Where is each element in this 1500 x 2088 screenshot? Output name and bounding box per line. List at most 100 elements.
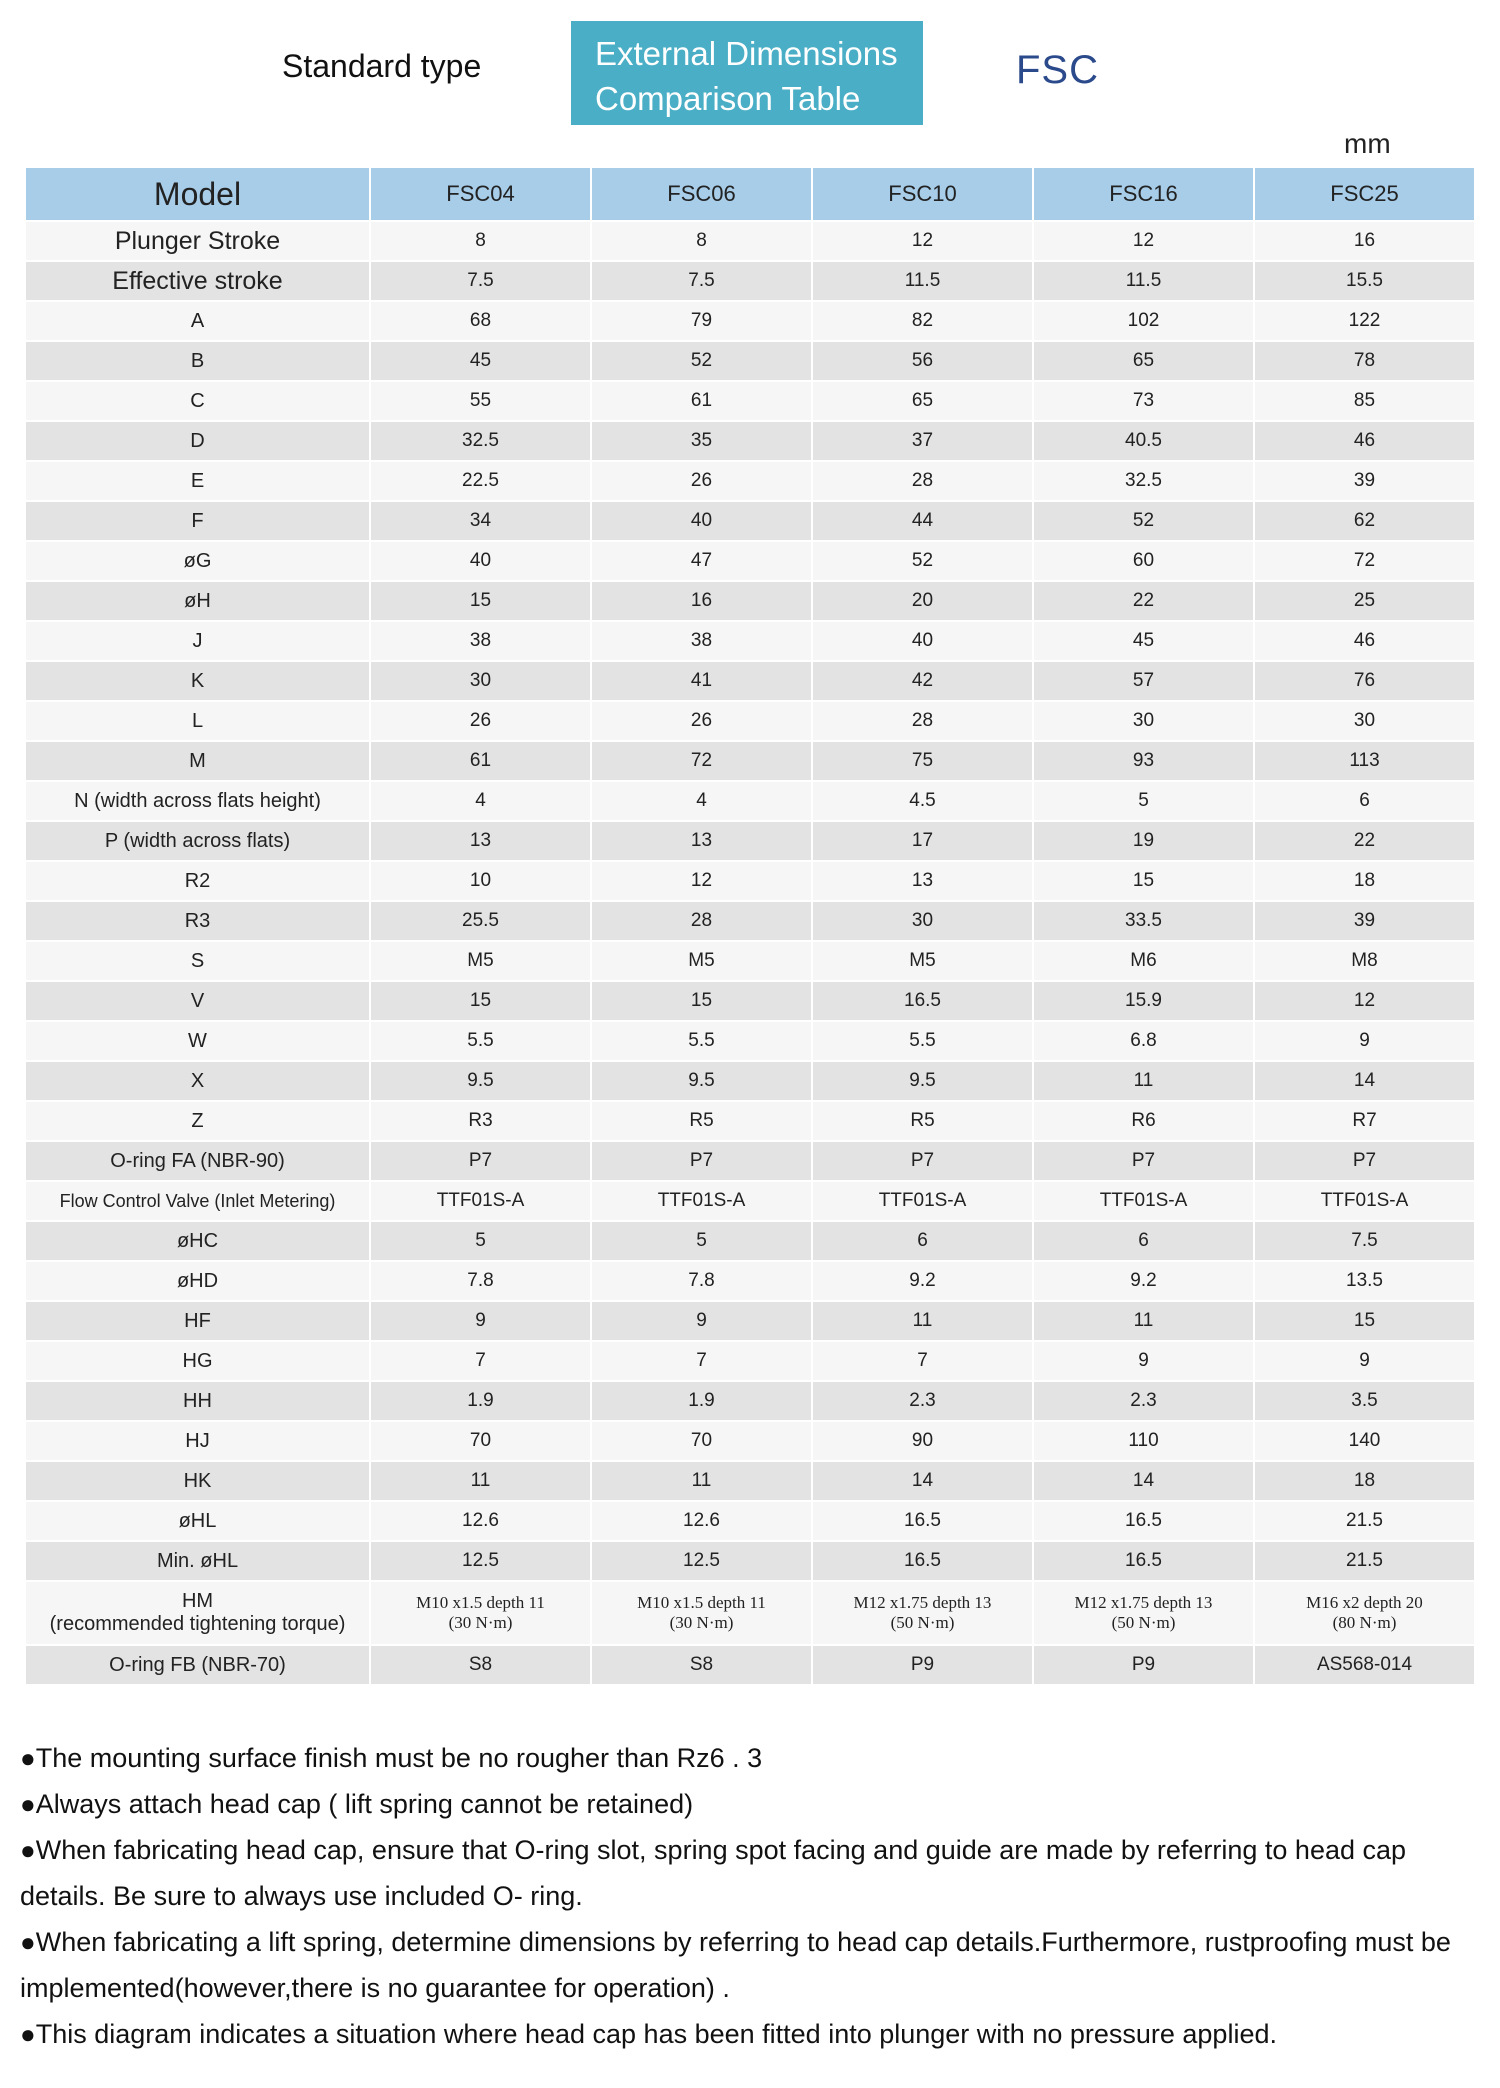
table-cell: 5.5 xyxy=(370,1020,592,1061)
note-text: The mounting surface finish must be no r… xyxy=(35,1743,763,1773)
table-cell: 9 xyxy=(1033,1340,1255,1381)
table-cell: 21.5 xyxy=(1254,1500,1476,1541)
table-cell: 8 xyxy=(370,220,592,261)
table-cell: 14 xyxy=(1033,1460,1255,1501)
table-cell: 7 xyxy=(370,1340,592,1381)
table-cell: 7.5 xyxy=(370,260,592,301)
table-row: øG 40 47 52 60 72 xyxy=(26,540,1476,581)
table-cell: 7 xyxy=(591,1340,813,1381)
table-cell: M5 xyxy=(812,940,1034,981)
table-cell: 68 xyxy=(370,300,592,341)
table-row: Effective stroke 7.5 7.5 11.5 11.5 15.5 xyxy=(26,260,1476,301)
table-cell: 7 xyxy=(812,1340,1034,1381)
note-text: This diagram indicates a situation where… xyxy=(35,2019,1277,2049)
table-cell: 11 xyxy=(591,1460,813,1501)
table-cell: 13 xyxy=(812,860,1034,901)
table-cell: M5 xyxy=(370,940,592,981)
table-cell: 4 xyxy=(370,780,592,821)
torque-value: (50 N·m) xyxy=(1111,1613,1176,1632)
table-row: C 55 61 65 73 85 xyxy=(26,380,1476,421)
row-label: øH xyxy=(26,580,371,621)
table-cell: 9 xyxy=(1254,1020,1476,1061)
table-cell: 16.5 xyxy=(1033,1540,1255,1581)
table-row: HF 9 9 11 11 15 xyxy=(26,1300,1476,1341)
table-cell: 28 xyxy=(812,700,1034,741)
table-cell: 82 xyxy=(812,300,1034,341)
standard-type-label: Standard type xyxy=(282,48,482,84)
table-cell: 46 xyxy=(1254,420,1476,461)
table-cell: 4 xyxy=(591,780,813,821)
row-label: HK xyxy=(26,1460,371,1501)
row-label: X xyxy=(26,1060,371,1101)
row-label: Z xyxy=(26,1100,371,1141)
table-cell: 11 xyxy=(370,1460,592,1501)
table-cell: 37 xyxy=(812,420,1034,461)
table-cell: AS568-014 xyxy=(1254,1644,1476,1684)
table-row: J 38 38 40 45 46 xyxy=(26,620,1476,661)
model-column-header: FSC16 xyxy=(1033,168,1255,221)
table-cell: 22.5 xyxy=(370,460,592,501)
table-row: N (width across flats height) 4 4 4.5 5 6 xyxy=(26,780,1476,821)
row-label: O-ring FA (NBR-90) xyxy=(26,1140,371,1181)
table-cell: 30 xyxy=(812,900,1034,941)
row-label: C xyxy=(26,380,371,421)
page-header: Standard type External Dimensions Compar… xyxy=(0,0,1500,159)
row-label: A xyxy=(26,300,371,341)
table-cell: 26 xyxy=(591,460,813,501)
row-label: J xyxy=(26,620,371,661)
table-cell: 39 xyxy=(1254,460,1476,501)
table-cell: 25.5 xyxy=(370,900,592,941)
table-cell: P7 xyxy=(812,1140,1034,1181)
table-cell: 70 xyxy=(370,1420,592,1461)
row-label: øG xyxy=(26,540,371,581)
table-cell: S8 xyxy=(591,1644,813,1684)
table-cell: 7.5 xyxy=(591,260,813,301)
thread-spec: M10 x1.5 depth 11 xyxy=(637,1593,766,1612)
table-cell: 113 xyxy=(1254,740,1476,781)
table-row: M 61 72 75 93 113 xyxy=(26,740,1476,781)
model-column-header: FSC10 xyxy=(812,168,1034,221)
table-cell: 3.5 xyxy=(1254,1380,1476,1421)
table-row: Plunger Stroke 8 8 12 12 16 xyxy=(26,220,1476,261)
torque-value: (30 N·m) xyxy=(669,1613,734,1632)
table-cell: 18 xyxy=(1254,1460,1476,1501)
table-row: Flow Control Valve (Inlet Metering) TTF01… xyxy=(26,1180,1476,1221)
hm-label: HM xyxy=(181,1590,214,1612)
table-cell: 9 xyxy=(591,1300,813,1341)
table-cell: 7.8 xyxy=(370,1260,592,1301)
torque-value: (50 N·m) xyxy=(890,1613,955,1632)
table-cell: 28 xyxy=(812,460,1034,501)
table-cell: 15 xyxy=(1033,860,1255,901)
note-item: ●When fabricating a lift spring, determi… xyxy=(20,1919,1480,2011)
table-cell: 30 xyxy=(1254,700,1476,741)
table-cell: 34 xyxy=(370,500,592,541)
table-cell: 16 xyxy=(591,580,813,621)
table-cell: M16 x2 depth 20 (80 N·m) xyxy=(1254,1580,1476,1645)
table-row: F 34 40 44 52 62 xyxy=(26,500,1476,541)
table-cell: 12.6 xyxy=(591,1500,813,1541)
table-cell: 41 xyxy=(591,660,813,701)
table-cell: 40 xyxy=(591,500,813,541)
table-cell: 15 xyxy=(370,580,592,621)
thread-spec: M16 x2 depth 20 xyxy=(1306,1593,1423,1612)
table-cell: 11.5 xyxy=(1033,260,1255,301)
table-cell: 39 xyxy=(1254,900,1476,941)
table-cell: 75 xyxy=(812,740,1034,781)
row-label: R2 xyxy=(26,860,371,901)
table-cell: 16.5 xyxy=(1033,1500,1255,1541)
table-cell: 90 xyxy=(812,1420,1034,1461)
table-cell: 72 xyxy=(1254,540,1476,581)
table-cell: 6 xyxy=(1033,1220,1255,1261)
row-label: HH xyxy=(26,1380,371,1421)
bullet-icon: ● xyxy=(20,1743,36,1773)
table-cell: 16.5 xyxy=(812,1500,1034,1541)
table-cell: 44 xyxy=(812,500,1034,541)
table-row: Z R3 R5 R5 R6 R7 xyxy=(26,1100,1476,1141)
table-cell: P9 xyxy=(1033,1644,1255,1684)
table-cell: 15 xyxy=(1254,1300,1476,1341)
table-cell: 14 xyxy=(812,1460,1034,1501)
table-cell: P7 xyxy=(1254,1140,1476,1181)
table-cell: 46 xyxy=(1254,620,1476,661)
model-header: Model xyxy=(26,168,371,221)
model-column-header: FSC25 xyxy=(1254,168,1476,221)
